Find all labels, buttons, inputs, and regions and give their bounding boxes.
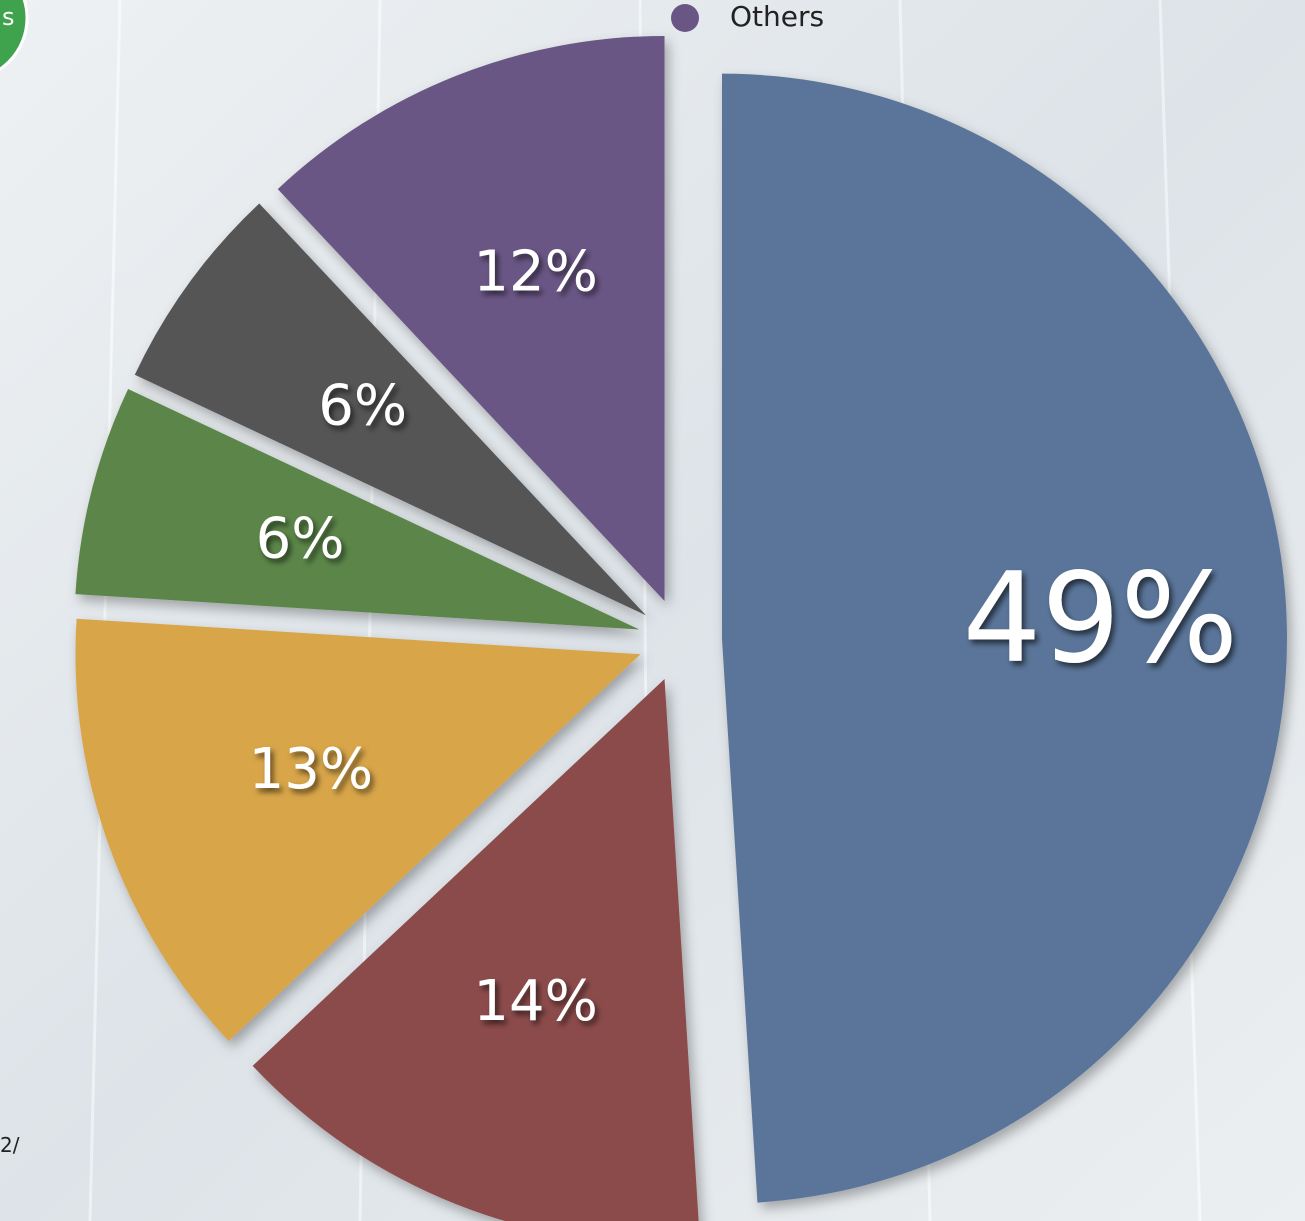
pie-slice xyxy=(252,679,699,1221)
badge-text: s xyxy=(2,3,15,31)
pie-slice xyxy=(75,388,640,630)
data-label: 14% xyxy=(473,969,597,1034)
pie-slice xyxy=(721,73,1287,1203)
pie xyxy=(75,35,1287,1221)
legend-label: Others xyxy=(730,0,824,33)
footnote: 2/ xyxy=(0,1133,20,1157)
badge xyxy=(0,0,29,71)
legend: Others xyxy=(671,0,824,33)
legend-marker xyxy=(671,4,699,32)
data-label: 12% xyxy=(473,239,597,304)
pie-slice xyxy=(277,35,665,601)
pie-slice xyxy=(134,203,647,616)
data-label: 6% xyxy=(318,374,407,439)
data-label: 6% xyxy=(256,507,345,572)
data-label: 13% xyxy=(249,737,373,802)
pie-labels: 49% 14% 13% 6% 6% 12% xyxy=(249,239,1238,1034)
pie-slice xyxy=(75,618,641,1041)
data-label: 49% xyxy=(963,547,1239,691)
